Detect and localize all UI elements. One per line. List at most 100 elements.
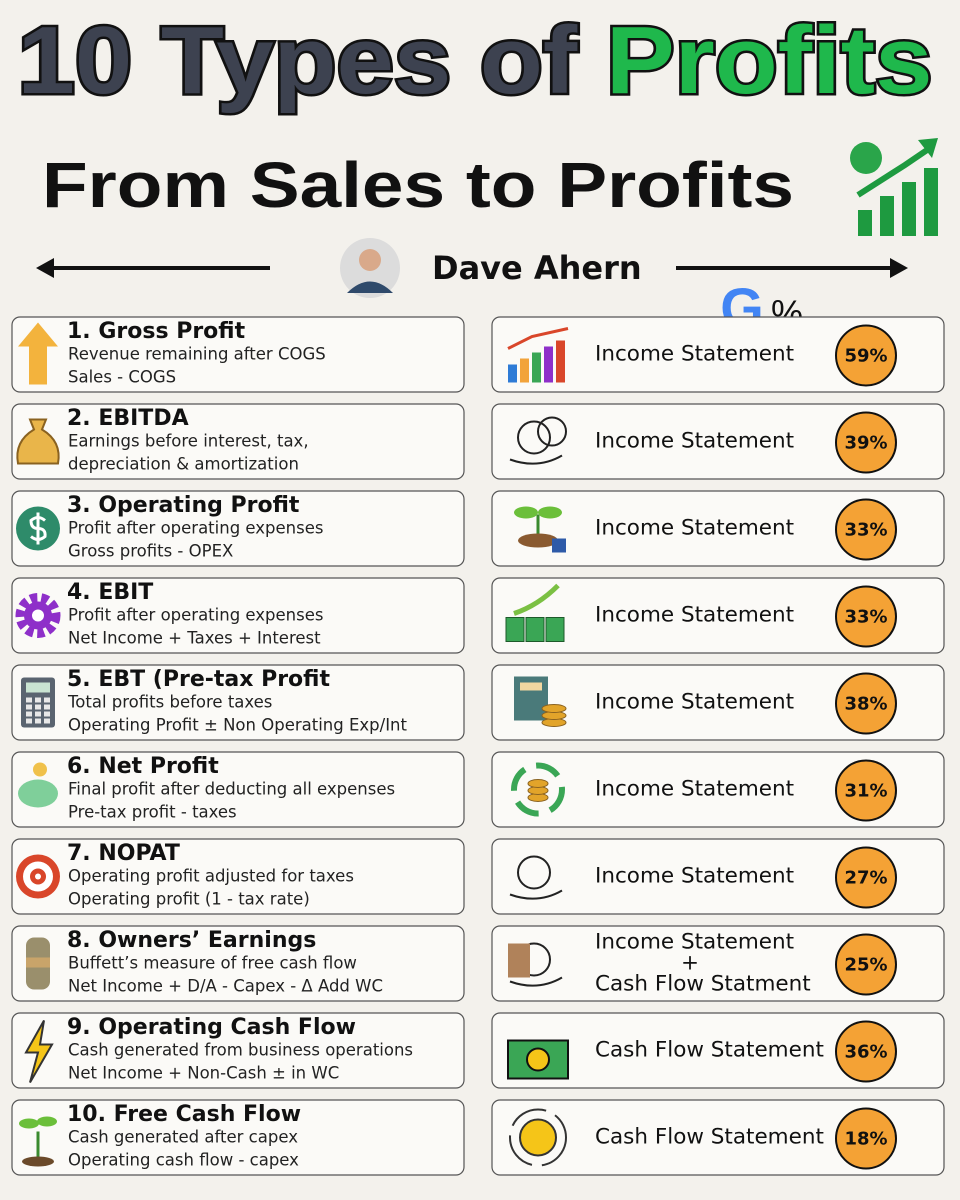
- source-card: [491, 838, 945, 915]
- icon-shape: [35, 711, 41, 717]
- icon-shape: [545, 617, 565, 642]
- icon-shape: [505, 617, 525, 642]
- statement-source: Income Statement: [595, 777, 794, 802]
- icon-shape: [556, 340, 565, 383]
- profit-title: 10. Free Cash Flow: [67, 1102, 301, 1127]
- icon-shape: [509, 1108, 567, 1167]
- icon-shape: [538, 506, 562, 519]
- source-card: [491, 316, 945, 393]
- percent-value: 31%: [844, 781, 887, 802]
- definition-card: [11, 1099, 465, 1176]
- profit-description: Buffett’s measure of free cash flow: [68, 954, 357, 973]
- definition-icon: [16, 506, 60, 551]
- definition-icon: [26, 937, 50, 990]
- source-card: [491, 751, 945, 828]
- subtitle: From Sales to Profits: [42, 149, 794, 221]
- definition-card: [11, 316, 465, 393]
- icon-shape: [44, 704, 50, 710]
- percent-badge: [835, 498, 897, 561]
- source-icon: [511, 762, 565, 817]
- profit-title: 6. Net Profit: [67, 754, 219, 779]
- growth-icon: [850, 138, 938, 236]
- statement-source: Income Statement: [595, 864, 794, 889]
- profit-description: Profit after operating expenses: [68, 519, 323, 538]
- definition-card: [11, 925, 465, 1002]
- profit-description: Cash generated from business operations: [68, 1041, 413, 1060]
- icon-shape: [517, 855, 551, 890]
- profit-description: Operating profit (1 - tax rate): [68, 890, 310, 909]
- definition-card: [11, 490, 465, 567]
- percent-badge: [835, 324, 897, 387]
- percent-value: 33%: [844, 607, 887, 628]
- definition-card: [11, 838, 465, 915]
- source-icon: [508, 942, 563, 987]
- icon-shape: [520, 358, 529, 383]
- statement-source: Income Statement: [595, 930, 794, 955]
- profit-title: 9. Operating Cash Flow: [67, 1015, 356, 1040]
- definition-icon: [21, 677, 55, 728]
- definition-icon: [18, 322, 58, 385]
- percent-badge: [835, 1107, 897, 1170]
- icon-shape: [509, 889, 563, 900]
- profit-description: Earnings before interest, tax,: [68, 432, 309, 451]
- statement-source: Cash Flow Statement: [595, 1125, 824, 1150]
- statement-source: Income Statement: [595, 603, 794, 628]
- icon-shape: [541, 704, 567, 713]
- definition-card: [11, 751, 465, 828]
- definition-icon: [16, 418, 60, 465]
- title-main: 10 Types of: [18, 7, 579, 114]
- icon-shape: [511, 762, 565, 817]
- icon-shape: [33, 762, 47, 777]
- percent-value: 59%: [844, 346, 887, 367]
- profit-description: Operating profit adjusted for taxes: [68, 867, 354, 886]
- definition-icon: [19, 1116, 57, 1167]
- percent-value: 25%: [844, 955, 887, 976]
- definition-icon: [18, 762, 58, 808]
- profit-title: 8. Owners’ Earnings: [67, 928, 316, 953]
- icon-shape: [37, 1116, 57, 1127]
- statement-source: Cash Flow Statement: [595, 1038, 824, 1063]
- percent-badge: [835, 846, 897, 909]
- profit-description: Sales - COGS: [68, 368, 176, 387]
- icon-shape: [520, 682, 542, 691]
- definition-card: [11, 1012, 465, 1089]
- source-icon: [509, 416, 567, 465]
- icon-shape: [16, 418, 60, 465]
- profit-description: Gross profits - OPEX: [68, 542, 233, 561]
- profit-description: Net Income + Taxes + Interest: [68, 629, 321, 648]
- profit-description: Cash generated after capex: [68, 1128, 298, 1147]
- icon-shape: [44, 711, 50, 717]
- profit-description: Pre-tax profit - taxes: [68, 803, 237, 822]
- profit-title: 2. EBITDA: [67, 406, 189, 431]
- icon-shape: [32, 609, 44, 622]
- source-icon: [507, 1039, 569, 1080]
- icon-shape: [544, 346, 553, 383]
- icon-shape: [35, 718, 41, 724]
- icon-shape: [514, 506, 538, 519]
- icon-shape: [35, 704, 41, 710]
- percent-badge: [835, 411, 897, 474]
- icon-shape: [44, 697, 50, 703]
- percent-badge: [835, 672, 897, 735]
- statement-source: Income Statement: [595, 516, 794, 541]
- icon-shape: [24, 1020, 54, 1084]
- statement-source: Cash Flow Statment: [595, 972, 811, 997]
- profit-description: Operating cash flow - capex: [68, 1151, 299, 1170]
- source-icon: [507, 327, 569, 383]
- icon-shape: [526, 1047, 550, 1072]
- author-name: Dave Ahern: [432, 249, 642, 287]
- icon-shape: [508, 364, 517, 383]
- title: 10 Types of Profits: [18, 7, 933, 114]
- icon-shape: [26, 957, 50, 968]
- source-icon: [505, 583, 565, 642]
- icon-shape: [532, 352, 541, 383]
- profit-description: Final profit after deducting all expense…: [68, 780, 395, 799]
- percent-value: 38%: [844, 694, 887, 715]
- percent-value: 39%: [844, 433, 887, 454]
